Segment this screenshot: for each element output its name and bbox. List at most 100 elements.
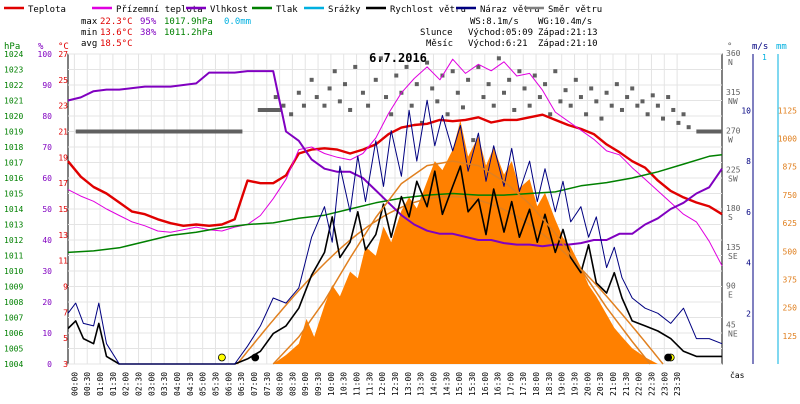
legend-label: Tlak (276, 5, 298, 15)
wind-direction-point (296, 90, 301, 95)
tick-label-time: 14:00 (429, 372, 438, 396)
tick-label-direction-name: SE (728, 252, 738, 261)
tick-label-celsius: 23 (58, 102, 68, 111)
tick-label-celsius: 15 (58, 205, 68, 214)
stats-pressure: 1017.9hPa (164, 17, 213, 27)
tick-label-time: 22:00 (635, 372, 644, 396)
tick-label-time: 20:00 (583, 372, 592, 396)
tick-label-time: 06:30 (237, 372, 246, 396)
tick-label-direction-name: SW (728, 174, 738, 183)
sun-set: Západ:21:13 (538, 28, 598, 38)
x-axis-label: čas (730, 370, 745, 380)
wind-direction-point (378, 56, 383, 61)
series-line-p-zemn-teplota (67, 58, 723, 267)
tick-label-celsius: 19 (58, 153, 68, 162)
wind-direction-point (360, 90, 365, 95)
wind-direction-point (409, 103, 414, 108)
tick-label-time: 18:30 (545, 372, 554, 396)
legend-label: Přízemní teplota (116, 5, 203, 15)
tick-label-direction-name: E (728, 291, 733, 300)
axis-unit-hpa: hPa (4, 42, 20, 52)
tick-label-percent: 20 (42, 298, 52, 307)
tick-label-time: 09:00 (301, 372, 310, 396)
wind-speed-info: WS:8.1m/s (470, 17, 519, 27)
tick-label-solar: 1125 (778, 106, 797, 115)
tick-label-ms: 10 (741, 106, 751, 115)
wind-direction-point (289, 112, 294, 117)
wind-direction-point (353, 64, 358, 69)
tick-label-percent: 50 (42, 205, 52, 214)
tick-label-time: 18:00 (532, 372, 541, 396)
tick-label-direction-deg: 180 (726, 204, 741, 213)
wind-direction-point (517, 69, 522, 74)
wind-direction-point (635, 103, 640, 108)
tick-label-percent: 60 (42, 174, 52, 183)
tick-label-time: 01:00 (96, 372, 105, 396)
tick-label-time: 04:30 (186, 372, 195, 396)
tick-label-celsius: 7 (63, 308, 68, 317)
tick-label-percent: 30 (42, 267, 52, 276)
sunrise-marker (217, 353, 226, 362)
tick-label-solar: 125 (783, 332, 798, 341)
wind-direction-point (366, 103, 371, 108)
series-line-teplota (67, 113, 723, 227)
legend-label: Náraz větru (480, 5, 540, 15)
wind-direction-point (476, 64, 481, 69)
moon-label: Měsíc (426, 39, 453, 49)
legend-label: Teplota (28, 5, 66, 15)
wind-direction-point (384, 95, 389, 100)
moon-rise: Východ:6:21 (468, 39, 528, 49)
tick-label-direction-name: W (728, 136, 733, 145)
tick-label-time: 15:00 (455, 372, 464, 396)
wind-direction-point (625, 95, 630, 100)
tick-label-direction-name: NE (728, 329, 738, 338)
legend-label: Srážky (328, 5, 361, 15)
tick-label-hpa: 1007 (4, 314, 23, 323)
tick-label-time: 01:30 (109, 372, 118, 396)
axis-unit-degree: ° (727, 42, 732, 52)
wind-direction-point (507, 77, 512, 82)
tick-label-hpa: 1020 (4, 112, 23, 121)
tick-label-solar: 250 (783, 304, 798, 313)
tick-label-time: 00:30 (83, 372, 92, 396)
stats-temp: 22.3°C (100, 17, 133, 27)
tick-label-celsius: 25 (58, 76, 68, 85)
tick-label-celsius: 9 (63, 283, 68, 292)
tick-label-hpa: 1011 (4, 252, 23, 261)
tick-label-hpa: 1016 (4, 174, 23, 183)
tick-label-solar: 375 (783, 275, 798, 284)
wind-direction-point (630, 86, 635, 91)
tick-label-hpa: 1010 (4, 267, 23, 276)
wind-direction-point (455, 90, 460, 95)
tick-label-hpa: 1004 (4, 360, 23, 369)
tick-label-time: 13:30 (417, 372, 426, 396)
wind-direction-point (609, 103, 614, 108)
tick-label-solar: 625 (783, 219, 798, 228)
wind-direction-point (584, 112, 589, 117)
wind-direction-point (502, 90, 506, 95)
stats-humidity: 38% (140, 28, 157, 38)
tick-label-time: 23:00 (660, 372, 669, 396)
wind-direction-point (394, 73, 399, 78)
wind-direction-point (594, 99, 599, 104)
tick-label-time: 02:30 (135, 372, 144, 396)
tick-label-time: 07:00 (250, 372, 259, 396)
wind-direction-point (589, 86, 594, 91)
tick-label-time: 05:00 (199, 372, 208, 396)
tick-label-time: 00:00 (70, 372, 79, 396)
wind-direction-point (373, 77, 378, 82)
wind-direction-point (314, 95, 319, 100)
tick-label-celsius: 27 (58, 50, 68, 59)
tick-label-hpa: 1022 (4, 81, 23, 90)
wind-direction-point (563, 88, 568, 93)
wind-direction-point (430, 86, 435, 91)
tick-label-time: 15:30 (468, 372, 477, 396)
stats-humidity: 95% (140, 17, 157, 27)
series-line-n-raz-v-tru (67, 99, 723, 365)
tick-label-celsius: 21 (58, 128, 68, 137)
tick-label-direction-deg: 315 (726, 88, 741, 97)
tick-label-hpa: 1017 (4, 159, 23, 168)
legend-label: Rychlost větru (390, 5, 466, 15)
tick-label-time: 03:00 (147, 372, 156, 396)
